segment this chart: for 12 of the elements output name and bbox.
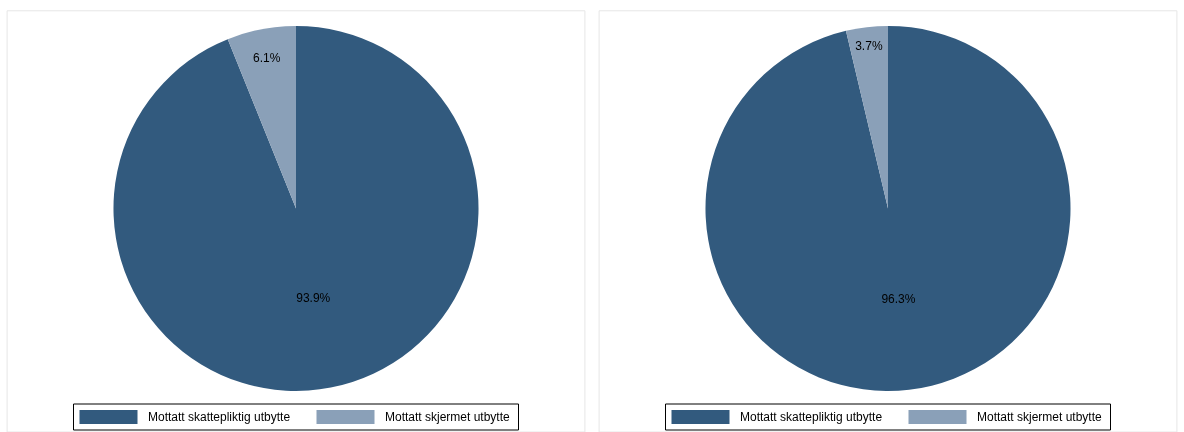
pie-slice	[113, 25, 479, 391]
data-label: 93.9%	[296, 291, 331, 306]
data-label: 3.7%	[855, 38, 883, 53]
legend-label: Mottatt skjermet utbytte	[385, 410, 511, 424]
legend-label: Mottatt skattepliktig utbytte	[148, 410, 291, 424]
data-label: 96.3%	[881, 292, 916, 307]
pie-slice	[705, 25, 1071, 391]
pie-slice	[227, 25, 296, 209]
legend-label: Mottatt skattepliktig utbytte	[740, 410, 883, 424]
pie-slice	[845, 25, 888, 209]
data-label: 6.1%	[252, 50, 281, 65]
legend-label: Mottatt skjermet utbytte	[977, 410, 1103, 424]
